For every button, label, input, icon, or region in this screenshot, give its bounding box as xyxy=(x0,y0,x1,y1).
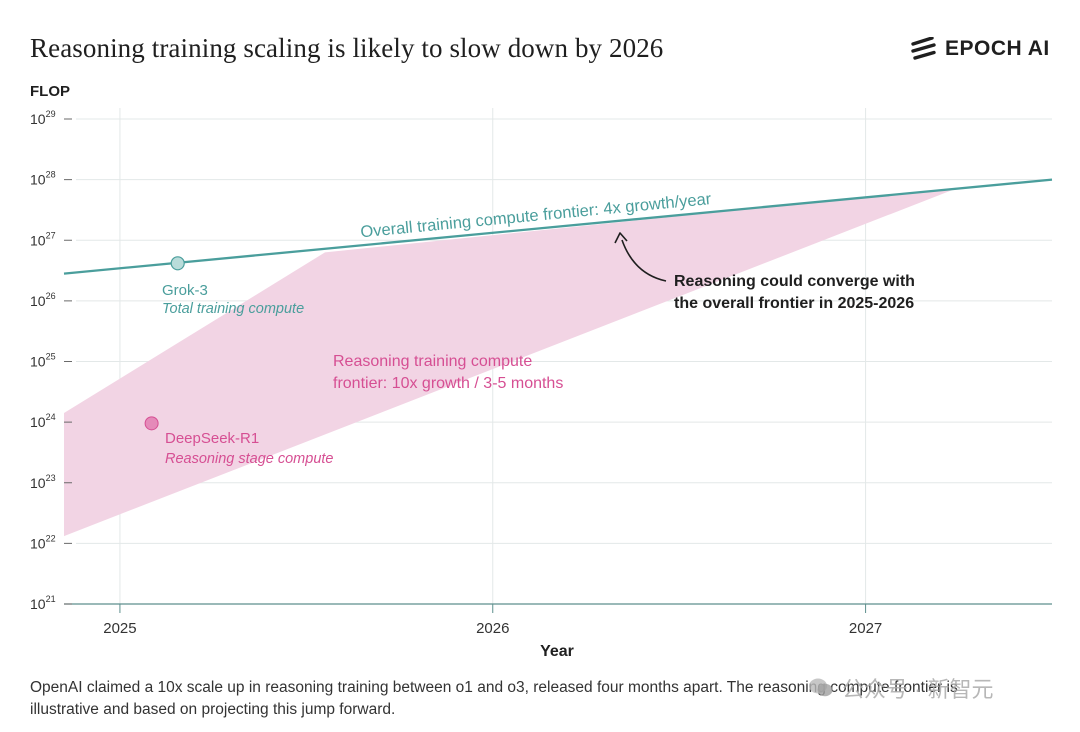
chart-title: Reasoning training scaling is likely to … xyxy=(30,33,664,63)
footnote: OpenAI claimed a 10x scale up in reasoni… xyxy=(30,679,958,718)
logo-text: EPOCH AI xyxy=(945,37,1050,60)
x-axis-ticks: 2025 2026 2027 xyxy=(103,604,882,637)
convergence-annotation-line-1: Reasoning could converge with xyxy=(674,273,915,290)
y-tick-label: 1023 xyxy=(30,473,56,491)
y-axis-ticks: 1029 1028 1027 1026 1025 1024 1023 1022 1021 xyxy=(30,109,72,612)
y-axis-label: FLOP xyxy=(30,83,70,100)
y-tick-label: 1024 xyxy=(30,412,56,430)
y-tick-label: 1022 xyxy=(30,533,56,551)
deepseek-r1-point xyxy=(144,416,159,431)
y-tick-label: 1025 xyxy=(30,352,56,370)
x-tick-label: 2027 xyxy=(849,620,882,637)
grok-3-label: Grok-3 xyxy=(162,282,208,299)
overall-frontier-line xyxy=(63,178,1053,275)
convergence-annotation: Reasoning could converge with the overal… xyxy=(674,273,919,312)
y-tick-label: 1028 xyxy=(30,170,56,188)
x-axis-title: Year xyxy=(540,643,574,660)
x-tick-label: 2026 xyxy=(476,620,509,637)
epoch-logo-icon xyxy=(911,37,936,60)
grok-3-sublabel: Total training compute xyxy=(162,301,304,317)
epoch-ai-logo: EPOCH AI xyxy=(910,37,1050,61)
grok-3-point xyxy=(170,256,185,271)
convergence-annotation-line-2: the overall frontier in 2025-2026 xyxy=(674,295,914,312)
reasoning-frontier-label-line-1: Reasoning training compute xyxy=(333,353,532,370)
reasoning-frontier-band xyxy=(64,187,959,537)
y-tick-label: 1021 xyxy=(30,594,56,612)
watermark: 公众号 · 新智元 xyxy=(808,672,994,704)
y-tick-label: 1027 xyxy=(30,230,56,248)
deepseek-r1-label: DeepSeek-R1 xyxy=(165,430,259,447)
reasoning-frontier-label-line-2: frontier: 10x growth / 3-5 months xyxy=(333,375,563,392)
reasoning-frontier-label: Reasoning training compute frontier: 10x… xyxy=(333,353,563,392)
y-tick-label: 1029 xyxy=(30,109,56,127)
convergence-arrow xyxy=(621,239,667,282)
x-tick-label: 2025 xyxy=(103,620,136,637)
wechat-icon xyxy=(809,678,833,697)
convergence-arrowhead xyxy=(614,232,628,244)
deepseek-r1-sublabel: Reasoning stage compute xyxy=(165,451,333,467)
watermark-text: 公众号 · 新智元 xyxy=(842,677,994,702)
y-tick-label: 1026 xyxy=(30,291,56,309)
